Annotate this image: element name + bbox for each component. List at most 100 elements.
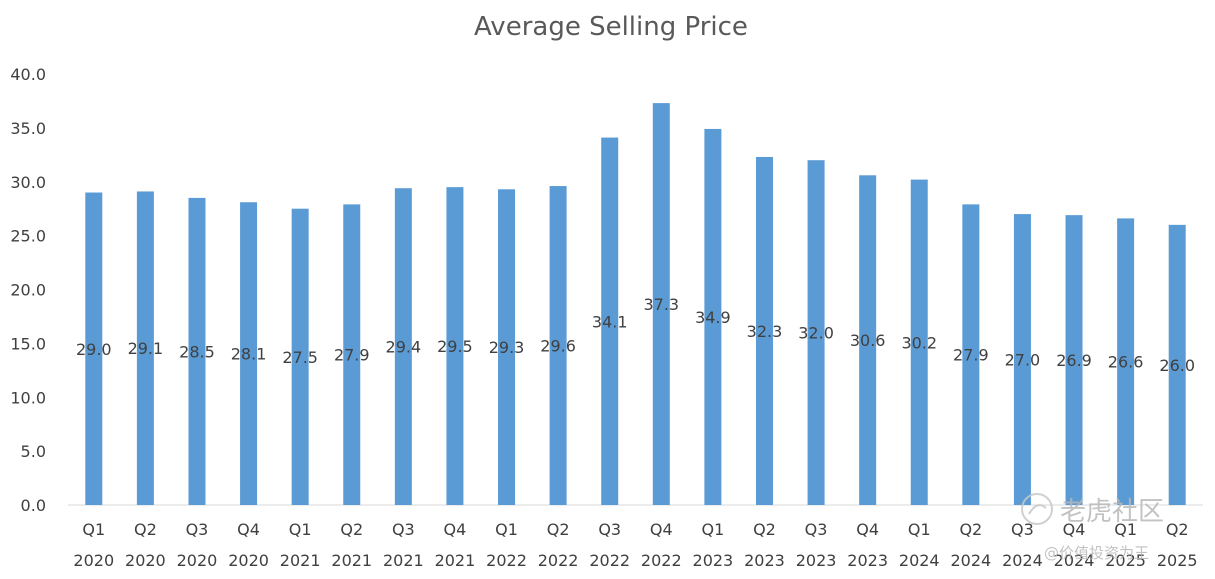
- x-tick-label-year: 2024: [1054, 551, 1095, 570]
- x-tick-label-year: 2023: [744, 551, 785, 570]
- x-tick-label-quarter: Q1: [701, 520, 724, 539]
- watermark: 老虎社区 @价值投资为王: [1021, 493, 1164, 562]
- x-tick-label-year: 2025: [1157, 551, 1198, 570]
- x-tick-label-quarter: Q2: [547, 520, 570, 539]
- x-tick-label-quarter: Q1: [1114, 520, 1137, 539]
- data-labels-group: 29.0 29.1 28.5 28.1 27.5 27.9 29.4 29.5 29.3 29.6…: [76, 295, 1195, 375]
- bar: [240, 202, 258, 505]
- y-axis-ticks: 0.0 5.0 10.0 15.0 20.0 25.0 30.0 35.0 40.0: [10, 65, 46, 515]
- data-label: 26.9: [1056, 351, 1092, 370]
- bar: [601, 137, 619, 505]
- x-tick-label-quarter: Q4: [237, 520, 260, 539]
- data-label: 27.0: [1005, 351, 1041, 370]
- y-tick-label: 15.0: [10, 334, 46, 353]
- data-label: 32.3: [747, 322, 783, 341]
- y-tick-label: 10.0: [10, 388, 46, 407]
- x-tick-label-quarter: Q2: [1166, 520, 1189, 539]
- x-tick-label-quarter: Q3: [392, 520, 415, 539]
- x-tick-label-year: 2023: [693, 551, 734, 570]
- y-tick-label: 40.0: [10, 65, 46, 84]
- x-tick-label-quarter: Q3: [186, 520, 209, 539]
- x-tick-label-quarter: Q4: [650, 520, 673, 539]
- data-label: 26.6: [1108, 353, 1144, 372]
- data-label: 34.9: [695, 308, 731, 327]
- x-tick-label-quarter: Q1: [289, 520, 312, 539]
- x-tick-label-year: 2021: [383, 551, 424, 570]
- bar: [1117, 218, 1135, 505]
- x-axis-labels: Q1 2020 Q2 2020 Q3 2020 Q4 2020 Q1 2021 Q2 2021 Q3 20…: [73, 520, 1197, 570]
- bar: [1013, 214, 1031, 505]
- x-tick-label-quarter: Q3: [805, 520, 828, 539]
- x-tick-label-year: 2024: [1002, 551, 1043, 570]
- bar: [291, 208, 309, 505]
- bar: [1065, 215, 1083, 505]
- data-label: 29.0: [76, 340, 112, 359]
- x-tick-label-quarter: Q2: [134, 520, 157, 539]
- bar: [446, 187, 464, 505]
- x-tick-label-year: 2020: [177, 551, 218, 570]
- x-tick-label-year: 2025: [1105, 551, 1146, 570]
- bar: [859, 175, 877, 505]
- bar: [807, 160, 825, 505]
- data-label: 29.1: [128, 339, 164, 358]
- bar: [549, 186, 567, 505]
- watermark-logo-icon: [1021, 493, 1053, 525]
- x-tick-label-year: 2020: [125, 551, 166, 570]
- x-tick-label-year: 2021: [435, 551, 476, 570]
- data-label: 28.5: [179, 342, 215, 361]
- x-tick-label-year: 2024: [950, 551, 991, 570]
- bar: [343, 204, 361, 505]
- bar: [910, 179, 928, 505]
- x-tick-label-quarter: Q2: [340, 520, 363, 539]
- data-label: 30.2: [901, 333, 937, 352]
- data-label: 26.0: [1159, 356, 1195, 375]
- x-tick-label-year: 2021: [331, 551, 372, 570]
- bar: [188, 197, 206, 505]
- x-tick-label-year: 2020: [228, 551, 269, 570]
- x-tick-label-quarter: Q4: [444, 520, 467, 539]
- x-tick-label-year: 2022: [486, 551, 527, 570]
- x-tick-label-quarter: Q3: [1011, 520, 1034, 539]
- data-label: 37.3: [643, 295, 679, 314]
- x-tick-label-quarter: Q3: [598, 520, 621, 539]
- x-tick-label-year: 2023: [847, 551, 888, 570]
- data-label: 29.4: [386, 338, 422, 357]
- data-label: 30.6: [850, 331, 886, 350]
- data-label: 32.0: [798, 324, 834, 343]
- x-tick-label-quarter: Q2: [959, 520, 982, 539]
- y-tick-label: 0.0: [21, 496, 46, 515]
- chart-title: Average Selling Price: [474, 12, 748, 42]
- y-tick-label: 5.0: [21, 442, 46, 461]
- x-tick-label-year: 2020: [73, 551, 114, 570]
- bar: [962, 204, 980, 505]
- x-tick-label-year: 2022: [538, 551, 579, 570]
- x-tick-label-year: 2023: [796, 551, 837, 570]
- x-tick-label-quarter: Q4: [856, 520, 879, 539]
- bar: [1168, 224, 1186, 505]
- x-tick-label-quarter: Q4: [1063, 520, 1086, 539]
- data-label: 28.1: [231, 345, 267, 364]
- data-label: 29.3: [489, 338, 525, 357]
- x-tick-label-year: 2022: [641, 551, 682, 570]
- bars-group: [85, 103, 1186, 506]
- bar: [704, 128, 722, 505]
- bar: [394, 188, 412, 505]
- y-tick-label: 35.0: [10, 119, 46, 138]
- watermark-brand: 老虎社区: [1060, 497, 1164, 527]
- y-tick-label: 20.0: [10, 281, 46, 300]
- data-label: 29.6: [540, 337, 576, 356]
- y-tick-label: 30.0: [10, 173, 46, 192]
- watermark-logo-stroke: [1028, 504, 1047, 515]
- x-tick-label-quarter: Q1: [908, 520, 931, 539]
- x-tick-label-quarter: Q1: [82, 520, 105, 539]
- bar: [498, 189, 516, 506]
- x-tick-label-year: 2021: [280, 551, 321, 570]
- data-label: 34.1: [592, 312, 628, 331]
- data-label: 27.5: [282, 348, 318, 367]
- x-tick-label-quarter: Q1: [495, 520, 518, 539]
- x-tick-label-year: 2022: [589, 551, 630, 570]
- bar: [85, 192, 103, 505]
- x-tick-label-year: 2024: [899, 551, 940, 570]
- bar: [652, 103, 670, 505]
